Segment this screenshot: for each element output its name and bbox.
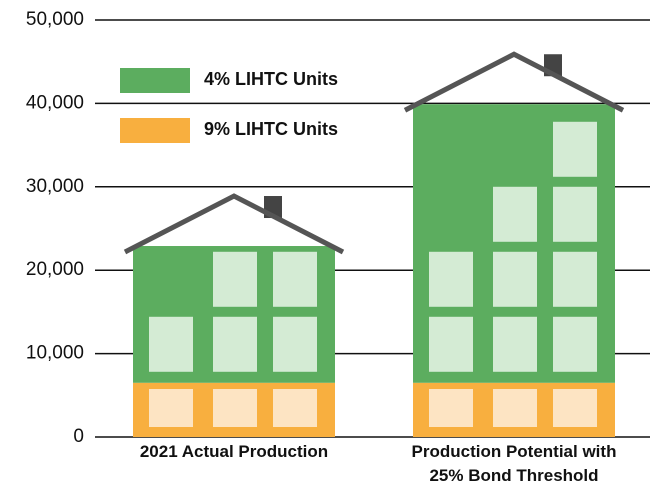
window	[149, 389, 193, 427]
window	[273, 251, 317, 307]
y-tick-label: 50,000	[26, 9, 84, 30]
window	[553, 251, 597, 307]
legend-label: 9% LIHTC Units	[204, 119, 338, 139]
window	[429, 251, 473, 307]
window	[493, 251, 537, 307]
legend-swatch	[120, 118, 190, 143]
window	[493, 186, 537, 242]
window	[213, 251, 257, 307]
window	[149, 316, 193, 372]
window	[493, 389, 537, 427]
window	[429, 316, 473, 372]
x-tick-label: 2021 Actual Production	[139, 442, 329, 461]
y-tick-label: 10,000	[26, 343, 84, 364]
legend-label: 4% LIHTC Units	[204, 69, 338, 89]
window	[429, 389, 473, 427]
window	[273, 316, 317, 372]
window	[273, 389, 317, 427]
window	[553, 121, 597, 177]
window	[493, 316, 537, 372]
y-tick-label: 20,000	[26, 259, 84, 280]
x-tick-label: Production Potential with 25% Bond Thres…	[411, 442, 617, 485]
window	[213, 316, 257, 372]
window	[553, 389, 597, 427]
roof	[123, 193, 345, 255]
y-tick-label: 40,000	[26, 92, 84, 113]
legend-swatch	[120, 68, 190, 93]
window	[213, 389, 257, 427]
window	[553, 316, 597, 372]
y-tick-label: 0	[73, 426, 84, 447]
roof	[403, 51, 625, 113]
window	[553, 186, 597, 242]
y-tick-label: 30,000	[26, 176, 84, 197]
